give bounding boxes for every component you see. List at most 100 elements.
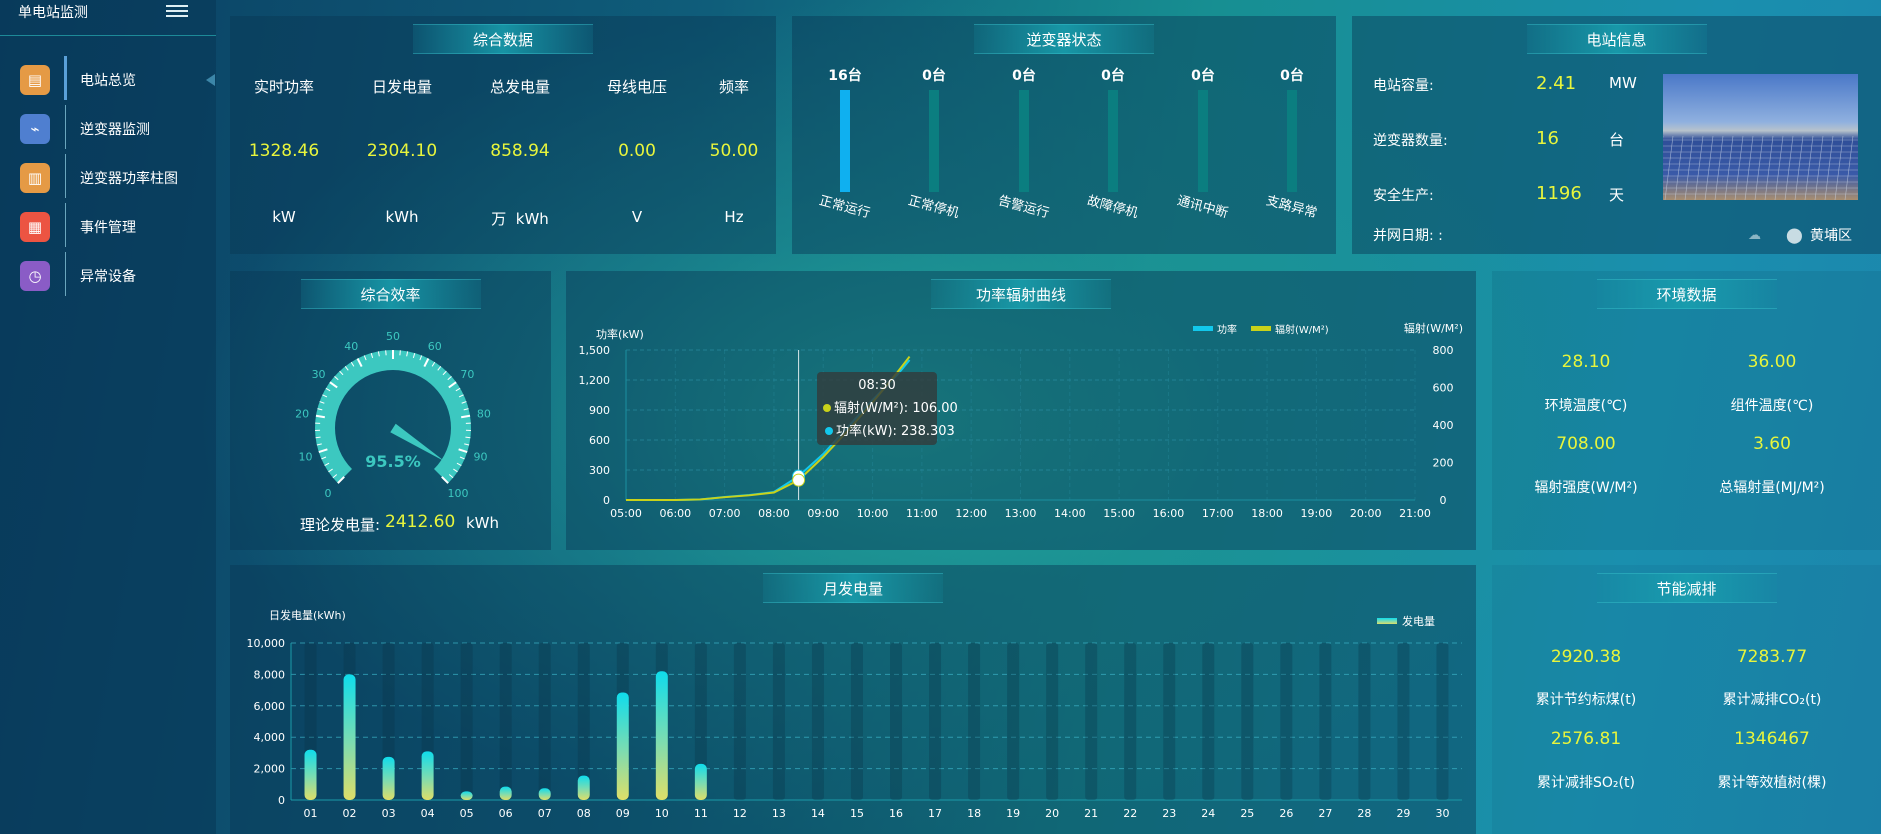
station-info-value: 2.41 [1536, 73, 1577, 94]
gauge-tick [322, 394, 328, 398]
menu-toggle-icon[interactable] [166, 2, 188, 20]
bar-chart-icon: ▥ [20, 163, 50, 193]
cloud-question-icon[interactable]: ☁ [1748, 228, 1761, 243]
x-tick-label: 23 [1162, 807, 1176, 820]
inverter-bar-fill [840, 90, 850, 192]
x-tick-label: 19:00 [1301, 507, 1333, 520]
x-tick-label: 06 [499, 807, 513, 820]
x-tick-label: 08 [577, 807, 591, 820]
x-tick-label: 10 [655, 807, 669, 820]
sidebar-item-1[interactable]: ▤ 电站总览 [0, 56, 216, 104]
chart-tooltip: 08:30 辐射(W/M²): 106.00 功率(kW): 238.303 [817, 372, 958, 445]
bar-background [1046, 643, 1059, 800]
station-info-label: 安全生产: [1373, 188, 1434, 204]
bar-background [1163, 643, 1176, 800]
active-indicator-icon [206, 74, 215, 86]
station-info-unit: 台 [1609, 131, 1625, 149]
inverter-bar-track [1108, 90, 1118, 192]
inverter-count: 0台 [1191, 68, 1215, 84]
station-info-panel: 电站信息 [1352, 16, 1881, 254]
summary-header: 频率 [718, 78, 749, 96]
power-dot-icon [825, 427, 833, 435]
gauge-tick [315, 436, 321, 439]
environment-value: 28.10 [1561, 352, 1611, 372]
power-radiation-chart[interactable]: 功率(kW) 辐射(W/M²) 0 300 600 900 1,200 1,500 0 200 40… [566, 271, 1476, 550]
environment-panel: 环境数据 [1492, 271, 1881, 550]
bar-background [1280, 643, 1293, 800]
menu-divider [65, 154, 66, 198]
x-tick-label: 07:00 [709, 507, 741, 520]
y2-tick-label: 200 [1433, 457, 1454, 470]
gauge-tick [321, 456, 327, 460]
panel-col-line [1684, 135, 1694, 200]
tooltip-time: 08:30 [858, 378, 896, 393]
gauge-tick [344, 366, 349, 371]
y2-tick-label: 800 [1433, 344, 1454, 357]
monthly-energy-chart[interactable]: 日发电量(kWh) 0 2,000 4,000 6,000 8,000 10,000 01 02… [230, 565, 1476, 834]
legend-label: 功率 [1217, 323, 1237, 336]
gauge-tick [317, 408, 323, 411]
x-tick-label: 13:00 [1005, 507, 1037, 520]
bar-background [929, 643, 942, 800]
sidebar-item-5[interactable]: ◷ 异常设备 [0, 252, 216, 300]
sidebar-item-label: 逆变器监测 [80, 122, 150, 138]
station-info-label: 逆变器数量: [1373, 133, 1448, 149]
gauge-tick-label: 60 [428, 340, 442, 353]
panel-col-line [1764, 135, 1774, 200]
x-tick-label: 13 [772, 807, 786, 820]
y-tick-label: 0 [603, 494, 610, 507]
y-tick-label: 10,000 [247, 637, 286, 650]
gauge-tick-label: 70 [460, 368, 474, 381]
sidebar-item-3[interactable]: ▥ 逆变器功率柱图 [0, 154, 216, 202]
legend-swatch [1251, 326, 1271, 331]
gauge-tick [315, 414, 326, 419]
bar-07 [538, 788, 551, 800]
gauge-tick [453, 468, 458, 473]
summary-header: 总发电量 [489, 78, 550, 96]
panel-col-line [1754, 135, 1764, 200]
station-info-value: 1196 [1536, 183, 1582, 204]
bar-background [1319, 643, 1332, 800]
efficiency-title: 综合效率 [300, 279, 481, 309]
gauge-tick [356, 358, 363, 367]
bar-06 [499, 786, 512, 800]
x-tick-label: 18 [967, 807, 981, 820]
y-axis-title: 功率(kW) [596, 327, 644, 341]
bar-background [1202, 643, 1215, 800]
gauge-tick [455, 387, 461, 392]
y2-axis-title: 辐射(W/M²) [1404, 321, 1463, 335]
sidebar-item-2[interactable]: ⌁ 逆变器监测 [0, 105, 216, 153]
y-axis-title: 日发电量(kWh) [269, 608, 346, 622]
monthly-energy-title: 月发电量 [763, 573, 943, 603]
solar-farm-photo [1663, 74, 1858, 200]
tooltip-row-power: 功率(kW): 238.303 [817, 420, 955, 439]
x-tick-label: 07 [538, 807, 552, 820]
bar-background [850, 643, 863, 800]
panel-col-line [1674, 135, 1684, 200]
panel-col-line [1694, 135, 1704, 200]
sidebar-item-4[interactable]: ▦ 事件管理 [0, 203, 216, 251]
bar-01 [304, 749, 317, 800]
gauge-tick-label: 50 [386, 330, 400, 343]
gauge-tick [442, 370, 447, 376]
location-label[interactable]: 黄埔区 [1810, 228, 1852, 244]
y-tick-label: 8,000 [254, 668, 286, 681]
inverter-status-title: 逆变器状态 [974, 24, 1154, 54]
x-tick-label: 25 [1240, 807, 1254, 820]
energy_saving-label: 累计等效植树(棵) [1717, 775, 1827, 791]
inverter-count: 0台 [1280, 68, 1304, 84]
x-tick-label: 01 [304, 807, 318, 820]
bar-background [1007, 643, 1020, 800]
summary-value: 2304.10 [366, 141, 438, 161]
station-info-label: 电站容量: [1373, 78, 1434, 94]
x-tick-label: 06:00 [659, 507, 691, 520]
bar-background [577, 643, 590, 800]
bar-background [1358, 643, 1371, 800]
menu-divider [65, 203, 66, 247]
inverter-bar-track [1287, 90, 1297, 192]
station-info-title: 电站信息 [1526, 24, 1707, 54]
gauge-tick [460, 414, 471, 419]
y-tick-label: 2,000 [254, 763, 286, 776]
x-tick-label: 03 [382, 807, 396, 820]
legend-swatch [1193, 326, 1213, 331]
